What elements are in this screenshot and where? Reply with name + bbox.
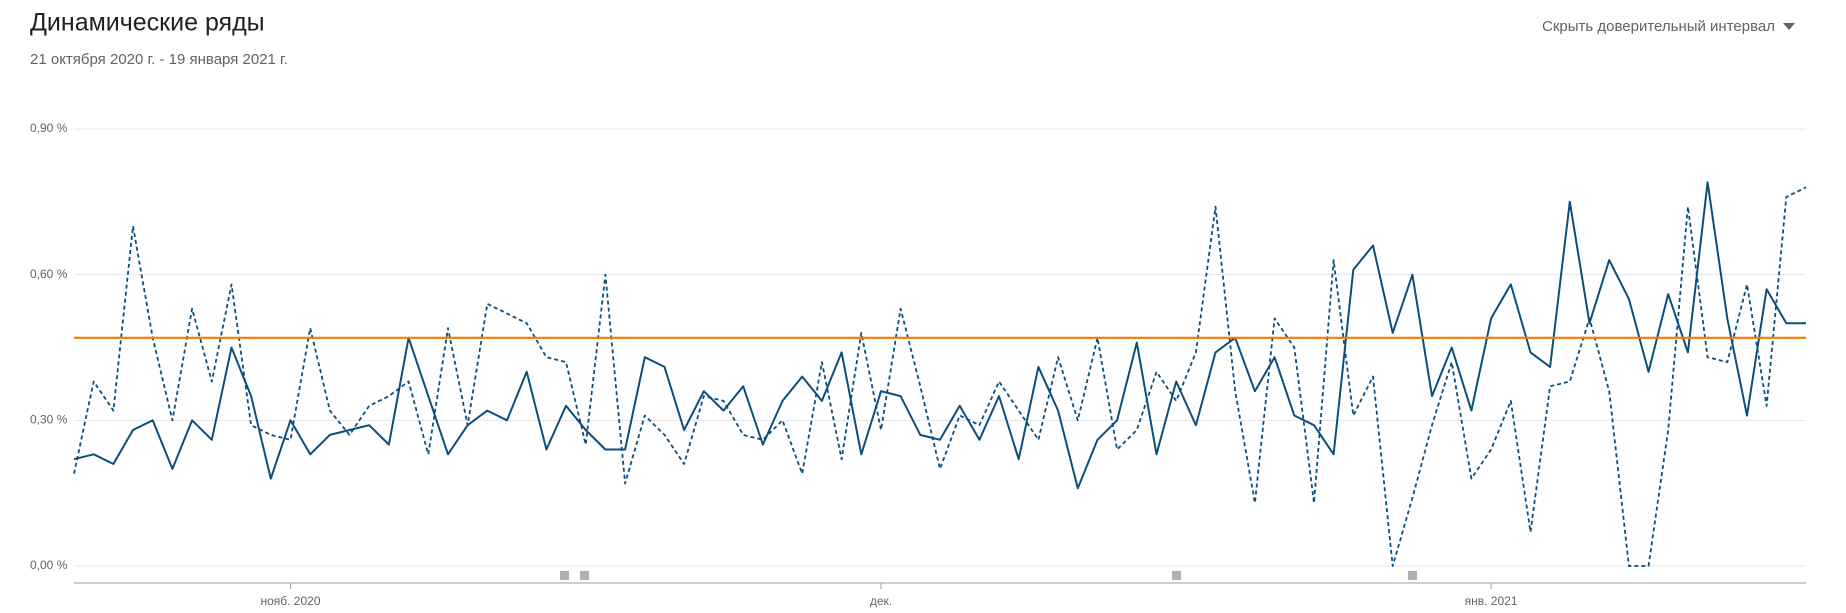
series-line-dashed [73,186,1807,567]
chart-subtitle: 21 октября 2020 г. - 19 января 2021 г. [30,51,288,68]
annotation-marker[interactable] [1408,571,1417,580]
annotation-marker[interactable] [1172,571,1181,580]
toggle-button-label[interactable]: Скрыть доверительный интервал [1542,18,1775,35]
annotation-marker[interactable] [580,571,589,580]
y-tick-label: 0,60 % [30,267,68,281]
x-tick-label: нояб. 2020 [260,594,320,608]
chart-title: Динамические ряды [30,9,265,37]
dropdown-caret[interactable] [1783,23,1795,30]
toggle-button[interactable]: Скрыть доверительный интервал [1542,18,1795,35]
x-tick-label: янв. 2021 [1465,594,1518,608]
x-tick-label: дек. [870,594,892,608]
series-line [73,181,1806,490]
annotation-marker[interactable] [560,571,569,580]
y-tick-label: 0,00 % [30,558,68,572]
y-tick-label: 0,90 % [30,121,68,135]
y-tick-label: 0,30 % [30,413,68,427]
